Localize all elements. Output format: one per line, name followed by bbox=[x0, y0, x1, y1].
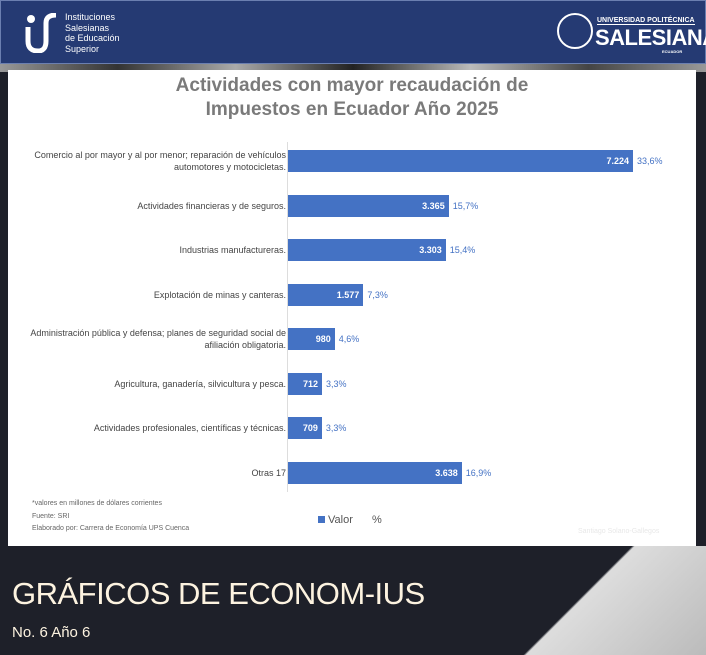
legend: Valor % bbox=[318, 514, 382, 526]
value-label: 980 bbox=[315, 334, 331, 344]
category-label: Industrias manufactureras. bbox=[179, 245, 286, 255]
category-label: Actividades financieras y de seguros. bbox=[137, 200, 286, 211]
bar bbox=[288, 461, 462, 484]
bar bbox=[288, 150, 633, 172]
chart-title: Actividades con mayor recaudación de Imp… bbox=[175, 75, 529, 120]
logo-line: ECUADOR bbox=[662, 49, 683, 54]
value-label: 7.224 bbox=[606, 156, 629, 166]
newspaper-decoration bbox=[520, 546, 706, 655]
percent-label: 16,9% bbox=[465, 467, 492, 478]
legend-label: Valor bbox=[328, 514, 353, 526]
percent-label: 15,4% bbox=[449, 245, 476, 255]
bar bbox=[288, 417, 322, 439]
value-label: 3.638 bbox=[435, 467, 458, 478]
percent-label: 4,6% bbox=[338, 334, 360, 344]
footer-subtitle: No. 6 Año 6 bbox=[12, 624, 91, 641]
value-label: 1.577 bbox=[336, 289, 360, 300]
logo-line: Superior bbox=[65, 43, 100, 54]
category-label: Agricultura, ganadería, silvicultura y p… bbox=[114, 378, 286, 389]
ies-logo-icon bbox=[25, 13, 57, 53]
bar bbox=[288, 328, 335, 350]
chart-notes: *valores en millones de dólares corrient… bbox=[32, 498, 189, 536]
logo-line: Salesianas bbox=[65, 22, 110, 33]
globe-icon bbox=[557, 13, 593, 49]
percent-label: 3,3% bbox=[325, 423, 347, 433]
bar bbox=[288, 372, 322, 395]
bar bbox=[288, 283, 364, 306]
chart-card: Actividades con mayor recaudación de Imp… bbox=[8, 70, 696, 546]
note: *valores en millones de dólares corrient… bbox=[32, 500, 162, 507]
ies-logo-text: Instituciones Salesianas de Educación Su… bbox=[65, 12, 120, 54]
footer-title: GRÁFICOS DE ECONOM-IUS bbox=[12, 576, 425, 611]
value-label: 3.365 bbox=[422, 200, 445, 211]
watermark: Santiago Solano-Gallegos bbox=[578, 528, 660, 535]
category-label: Explotación de minas y canteras. bbox=[153, 289, 286, 300]
logo-line: de Educación bbox=[65, 33, 120, 43]
percent-label: 3,3% bbox=[326, 378, 347, 389]
percent-label: 7,3% bbox=[367, 289, 388, 300]
value-label: 3.303 bbox=[419, 245, 442, 255]
note: Elaborado por: Carrera de Economía UPS C… bbox=[32, 525, 190, 532]
percent-label: 15,7% bbox=[452, 200, 479, 211]
category-label: Comercio al por mayor y al por menor; re… bbox=[34, 150, 286, 172]
category-label: Administración pública y defensa; planes… bbox=[30, 328, 286, 350]
value-label: 712 bbox=[302, 378, 318, 389]
logo-line: UNIVERSIDAD POLITÉCNICA bbox=[597, 17, 695, 25]
percent-label: 33,6% bbox=[637, 156, 663, 166]
category-label: Actividades profesionales, científicas y… bbox=[93, 423, 286, 433]
bar bbox=[288, 239, 446, 261]
note: Fuente: SRI bbox=[32, 512, 70, 520]
y-axis-line bbox=[287, 142, 288, 492]
legend-swatch bbox=[318, 516, 325, 523]
category-label: Otras 17 bbox=[251, 467, 286, 478]
logo-line: Instituciones bbox=[65, 12, 116, 22]
header-bar: Instituciones Salesianas de Educación Su… bbox=[0, 0, 706, 64]
value-label: 709 bbox=[302, 423, 318, 433]
legend-label: % bbox=[371, 514, 382, 526]
photo-strip bbox=[0, 64, 706, 72]
logo-line: SALESIANA bbox=[595, 25, 706, 50]
bar bbox=[288, 194, 449, 217]
